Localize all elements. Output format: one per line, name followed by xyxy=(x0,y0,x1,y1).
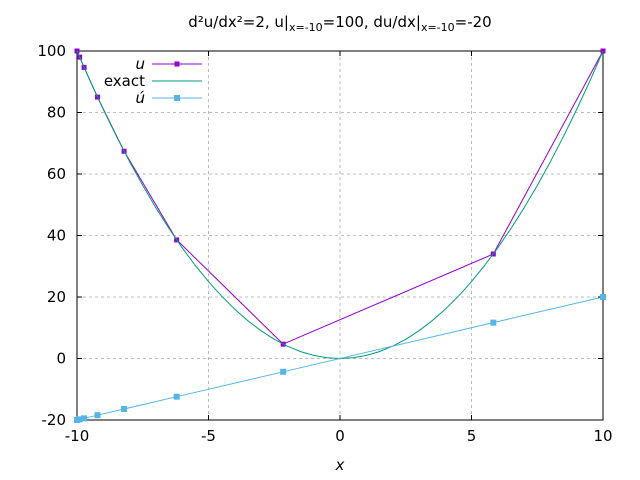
title-text: d²u/dx²=2, u| xyxy=(188,13,289,31)
legend-label-u: u xyxy=(135,55,145,73)
y-tick-label: 60 xyxy=(47,165,66,183)
legend-label-exact: exact xyxy=(104,72,145,90)
x-tick-label: 0 xyxy=(335,427,345,445)
series-ú-marker xyxy=(173,393,180,400)
series-ú-marker xyxy=(280,368,287,375)
series-ú-marker xyxy=(94,412,101,419)
title-subscript: x=-10 xyxy=(288,21,323,34)
x-tick-labels: -10 -5 0 5 10 xyxy=(65,427,613,445)
x-tick-label: -5 xyxy=(201,427,216,445)
x-tick-label: 5 xyxy=(467,427,477,445)
series-ú-marker xyxy=(600,294,606,300)
x-axis-label: x xyxy=(335,456,345,474)
title-text: =-20 xyxy=(454,13,492,31)
x-tick-label: -10 xyxy=(65,427,90,445)
y-tick-label: 20 xyxy=(47,288,66,306)
legend-label-ú: ú xyxy=(135,89,145,107)
data-series xyxy=(74,48,606,423)
series-ú-marker xyxy=(121,405,128,412)
x-tick-label: 10 xyxy=(593,427,612,445)
gridlines xyxy=(77,51,603,420)
y-tick-label: 100 xyxy=(37,42,66,60)
legend-marker xyxy=(174,95,180,101)
y-tick-label: 0 xyxy=(56,350,66,368)
chart-title: d²u/dx²=2, u|x=-10=100, du/dx|x=-10=-20 xyxy=(77,13,603,34)
series-ú-marker xyxy=(76,416,83,423)
y-tick-label: 80 xyxy=(47,104,66,122)
y-tick-label: -20 xyxy=(42,411,67,429)
series-ú-marker xyxy=(490,319,497,326)
series-ú-marker xyxy=(81,415,88,422)
y-tick-label: 40 xyxy=(47,227,66,245)
title-subscript: x=-10 xyxy=(420,21,455,34)
title-text: =100, du/dx| xyxy=(322,13,421,31)
y-tick-labels: -20 0 20 40 60 80 100 xyxy=(37,42,66,429)
legend-marker xyxy=(174,61,180,67)
